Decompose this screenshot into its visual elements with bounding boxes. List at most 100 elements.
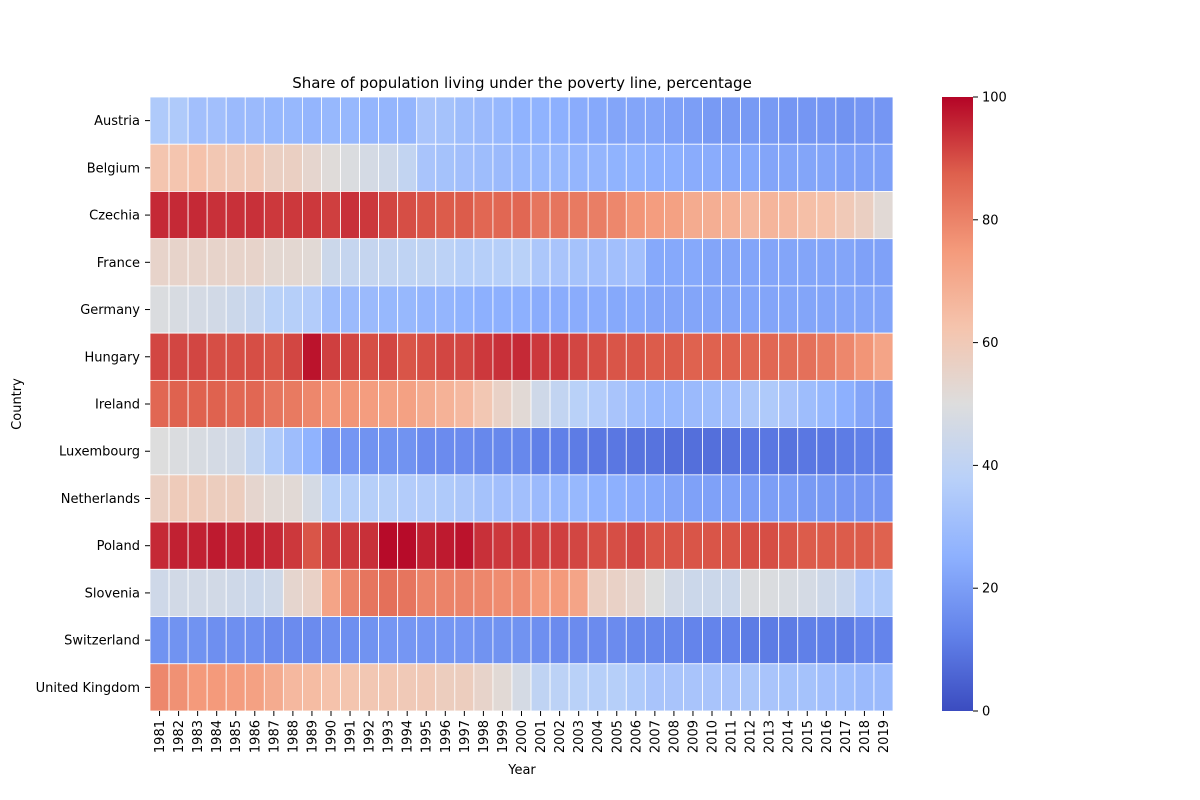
heatmap-cell (644, 191, 665, 240)
heatmap-cell (854, 521, 875, 570)
heatmap-cell (625, 285, 646, 334)
heatmap-cell (663, 285, 684, 334)
heatmap-cell (644, 568, 665, 617)
y-tick-label: Luxembourg (59, 445, 140, 460)
heatmap-cell (873, 332, 894, 381)
heatmap-cell (778, 427, 799, 476)
heatmap-cell (797, 332, 818, 381)
heatmap-cell (168, 332, 189, 381)
heatmap-cell (321, 285, 341, 334)
heatmap-cell (797, 568, 818, 617)
heatmap-cell (263, 332, 284, 381)
heatmap-cell (549, 521, 570, 570)
y-tick-label: Germany (80, 303, 140, 318)
heatmap-cell (397, 238, 418, 287)
heatmap-cell (816, 96, 837, 145)
heatmap-cell (206, 143, 227, 192)
heatmap-cell (302, 332, 322, 381)
heatmap-cell (454, 663, 475, 712)
x-tick-label: 1982 (172, 720, 187, 753)
heatmap-cell (225, 663, 246, 712)
heatmap-cell (549, 474, 570, 523)
heatmap-cell (168, 238, 189, 287)
heatmap-cell (835, 616, 856, 665)
heatmap-cell (378, 96, 399, 145)
heatmap-cell (816, 332, 837, 381)
heatmap-cells (149, 96, 894, 712)
heatmap-cell (511, 427, 532, 476)
heatmap-cell (302, 427, 322, 476)
heatmap-cell (340, 379, 360, 429)
heatmap-cell (168, 96, 189, 145)
heatmap-cell (359, 238, 380, 287)
heatmap-cell (397, 96, 418, 145)
heatmap-cell (683, 332, 703, 381)
heatmap-cell (206, 427, 227, 476)
heatmap-cell (702, 332, 722, 381)
heatmap-cell (340, 474, 360, 523)
x-tick-label: 1991 (344, 720, 359, 753)
heatmap-cell (302, 474, 322, 523)
heatmap-cell (549, 427, 570, 476)
heatmap-cell (816, 143, 837, 192)
heatmap-cell (397, 285, 418, 334)
heatmap-cell (778, 616, 799, 665)
heatmap-cell (302, 285, 322, 334)
heatmap-cell (816, 616, 837, 665)
heatmap-cell (549, 143, 570, 192)
heatmap-cell (149, 285, 170, 334)
heatmap-cell (378, 379, 399, 429)
heatmap-cell (873, 616, 894, 665)
heatmap-cell (149, 143, 170, 192)
heatmap-cell (816, 663, 837, 712)
heatmap-cell (225, 616, 246, 665)
heatmap-cell (854, 191, 875, 240)
heatmap-cell (816, 427, 837, 476)
heatmap-cell (282, 616, 303, 665)
heatmap-cell (778, 474, 799, 523)
heatmap-cell (511, 379, 532, 429)
heatmap-cell (663, 96, 684, 145)
heatmap-cell (873, 191, 894, 240)
heatmap-cell (511, 332, 532, 381)
heatmap-cell (663, 191, 684, 240)
heatmap-cell (511, 474, 532, 523)
heatmap-cell (340, 663, 360, 712)
heatmap-cell (721, 143, 741, 192)
x-tick-label: 1983 (191, 720, 206, 753)
heatmap-cell (149, 427, 170, 476)
heatmap-cell (644, 332, 665, 381)
heatmap-cell (854, 663, 875, 712)
heatmap-cell (397, 521, 418, 570)
heatmap-cell (378, 521, 399, 570)
heatmap-cell (721, 379, 741, 429)
heatmap-cell (530, 238, 551, 287)
x-tick-label: 2005 (610, 720, 625, 753)
heatmap-cell (359, 191, 380, 240)
heatmap-cell (473, 143, 494, 192)
heatmap-cell (416, 332, 437, 381)
heatmap-cell (683, 238, 703, 287)
heatmap-cell (625, 332, 646, 381)
heatmap-cell (587, 96, 608, 145)
heatmap-cell (530, 143, 551, 192)
heatmap-cell (549, 616, 570, 665)
heatmap-cell (816, 568, 837, 617)
heatmap-cell (721, 427, 741, 476)
heatmap-cell (473, 427, 494, 476)
heatmap-cell (721, 568, 741, 617)
heatmap-cell (702, 521, 722, 570)
heatmap-cell (568, 285, 589, 334)
heatmap-cell (473, 332, 494, 381)
heatmap-cell (340, 616, 360, 665)
heatmap-cell (473, 474, 494, 523)
heatmap-cell (282, 96, 303, 145)
heatmap-cell (606, 332, 627, 381)
heatmap-cell (759, 238, 780, 287)
heatmap-cell (168, 285, 189, 334)
heatmap-cell (644, 379, 665, 429)
heatmap-cell (587, 285, 608, 334)
heatmap-cell (187, 96, 208, 145)
y-tick-labels: Austria Belgium Czechia France Germany Hungar… (36, 114, 150, 696)
heatmap-cell (740, 332, 761, 381)
